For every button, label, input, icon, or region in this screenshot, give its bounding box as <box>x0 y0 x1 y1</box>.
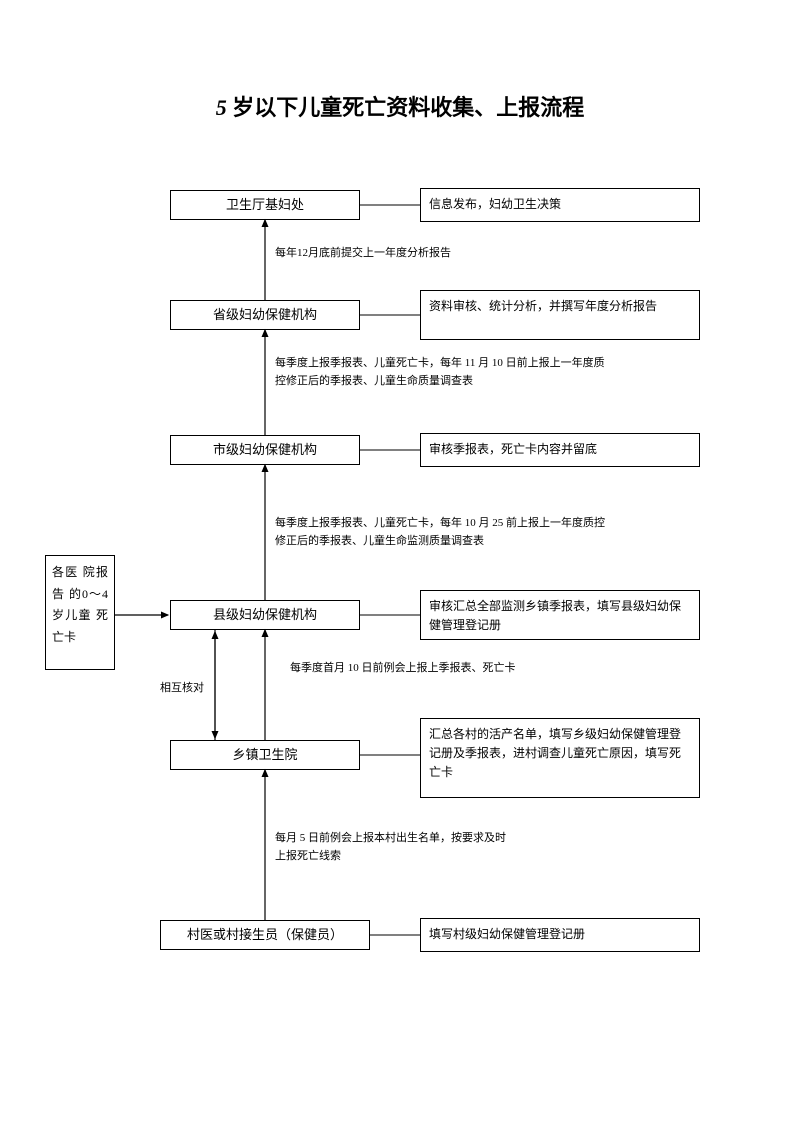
node-hospital-report: 各医 院报告 的0～4 岁儿童 死亡卡 <box>45 555 115 670</box>
desc-health-dept: 信息发布，妇幼卫生决策 <box>420 188 700 222</box>
node-township: 乡镇卫生院 <box>170 740 360 770</box>
title-number: 5 <box>216 95 227 120</box>
desc-village: 填写村级妇幼保健管理登记册 <box>420 918 700 952</box>
node-health-dept: 卫生厅基妇处 <box>170 190 360 220</box>
desc-county: 审核汇总全部监测乡镇季报表，填写县级妇幼保健管理登记册 <box>420 590 700 640</box>
page-title: 5 岁以下儿童死亡资料收集、上报流程 <box>0 90 800 122</box>
edge-23-label: 每季度上报季报表、儿童死亡卡，每年 11 月 10 日前上报上一年度质控修正后的… <box>275 355 605 390</box>
node-provincial: 省级妇幼保健机构 <box>170 300 360 330</box>
node-county: 县级妇幼保健机构 <box>170 600 360 630</box>
edge-12-label: 每年12月底前提交上一年度分析报告 <box>275 245 535 263</box>
title-text: 岁以下儿童死亡资料收集、上报流程 <box>227 95 585 120</box>
edge-34-label: 每季度上报季报表、儿童死亡卡，每年 10 月 25 前上报上一年度质控修正后的季… <box>275 515 605 550</box>
desc-township: 汇总各村的活产名单，填写乡级妇幼保健管理登记册及季报表，进村调查儿童死亡原因，填… <box>420 718 700 798</box>
desc-provincial: 资料审核、统计分析，并撰写年度分析报告 <box>420 290 700 340</box>
node-village: 村医或村接生员（保健员） <box>160 920 370 950</box>
arrows-layer <box>0 0 800 1132</box>
desc-city: 审核季报表，死亡卡内容并留底 <box>420 433 700 467</box>
edge-45-label: 每季度首月 10 日前例会上报上季报表、死亡卡 <box>290 660 530 678</box>
edge-56-label: 每月 5 日前例会上报本村出生名单，按要求及时上报死亡线索 <box>275 830 515 865</box>
edge-side-label: 相互核对 <box>160 680 220 698</box>
node-city: 市级妇幼保健机构 <box>170 435 360 465</box>
